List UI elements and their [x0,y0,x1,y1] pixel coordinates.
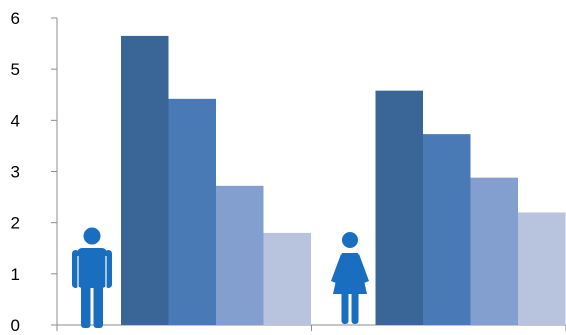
y-tick-label: 0 [11,316,20,335]
bar-male-3 [216,185,264,325]
x-axis [56,324,566,331]
woman-icon [331,232,369,324]
y-tick-label: 1 [11,265,20,284]
y-tick-label: 3 [11,163,20,182]
category-icons [72,227,369,328]
y-axis: 0 1 2 3 4 5 6 [11,9,58,335]
y-tick-label: 6 [11,9,20,28]
man-icon [72,227,112,328]
bar-female-2 [423,134,471,325]
bars [121,35,566,326]
bar-male-2 [168,98,216,326]
bar-female-3 [470,177,518,325]
y-tick-label: 4 [11,111,20,130]
bar-male-4 [263,232,311,325]
bar-male-1 [121,35,169,326]
bar-female-4 [518,212,566,325]
y-tick-label: 2 [11,214,20,233]
bar-female-1 [375,90,423,325]
y-tick-label: 5 [11,60,20,79]
